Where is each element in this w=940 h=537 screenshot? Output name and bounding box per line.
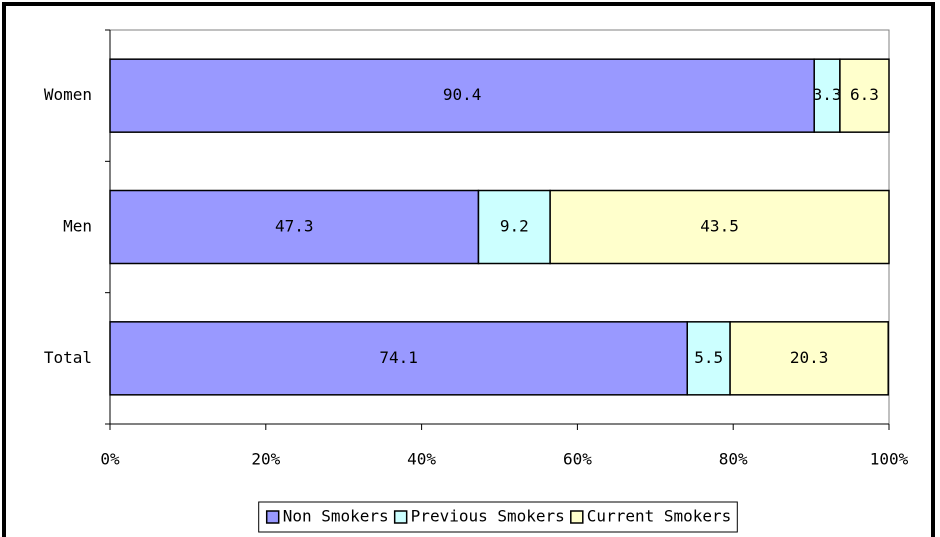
legend: Non Smokers Previous Smokers Current Smoke… — [265, 507, 732, 526]
legend-label: Previous Smokers — [411, 507, 565, 526]
legend-swatch — [393, 510, 408, 524]
x-tick-label: 0% — [100, 450, 120, 469]
x-tick-label: 100% — [870, 450, 909, 469]
x-tick-label: 80% — [719, 450, 748, 469]
bar-segment — [109, 58, 815, 133]
bar-segment — [109, 189, 480, 265]
data-label: 9.2 — [500, 217, 529, 236]
bar-segment — [686, 321, 731, 396]
bar-segment — [839, 58, 890, 133]
data-label: 47.3 — [275, 217, 314, 236]
x-tick-label: 60% — [563, 450, 592, 469]
x-tick-label: 20% — [251, 450, 280, 469]
legend-swatch — [265, 510, 280, 524]
data-label: 6.3 — [850, 85, 879, 104]
data-label: 74.1 — [379, 348, 418, 367]
bar-segment — [477, 189, 551, 265]
bar-segment — [729, 321, 889, 396]
data-label: 5.5 — [694, 348, 723, 367]
x-tick-label: 40% — [407, 450, 436, 469]
data-label: 20.3 — [790, 348, 829, 367]
y-tick-label: Men — [63, 217, 92, 236]
legend-box — [258, 501, 738, 533]
bar-segment — [109, 321, 688, 396]
legend-swatch — [570, 510, 584, 524]
bar-segment — [549, 189, 890, 265]
legend-label: Non Smokers — [283, 507, 389, 526]
data-label: 3.3 — [813, 85, 842, 104]
y-tick-label: Total — [44, 348, 92, 367]
data-label: 43.5 — [700, 217, 739, 236]
y-tick-label: Women — [44, 85, 92, 104]
bar-segment — [813, 58, 841, 133]
data-label: 90.4 — [443, 85, 482, 104]
legend-label: Current Smokers — [587, 507, 732, 526]
